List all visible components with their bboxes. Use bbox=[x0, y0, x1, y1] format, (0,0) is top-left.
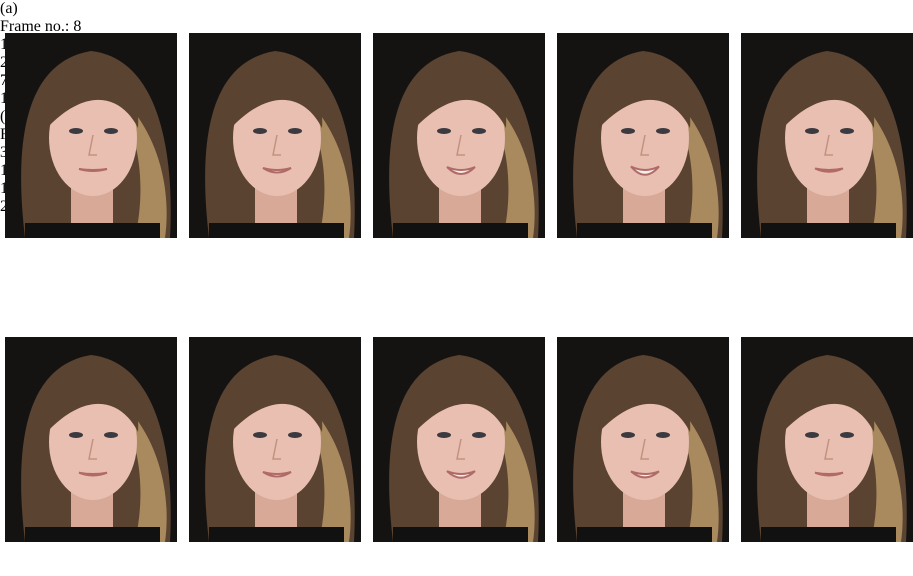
eye bbox=[472, 128, 486, 134]
eye bbox=[253, 432, 267, 438]
face-photo bbox=[373, 337, 545, 542]
face-photo bbox=[373, 33, 545, 238]
face-photo bbox=[557, 33, 729, 238]
face-photo bbox=[5, 337, 177, 542]
eye bbox=[69, 128, 83, 134]
eye bbox=[437, 128, 451, 134]
eye bbox=[288, 432, 302, 438]
face-photo bbox=[5, 33, 177, 238]
eye bbox=[805, 128, 819, 134]
mouth bbox=[79, 473, 107, 476]
face-photo bbox=[741, 337, 913, 542]
mouth bbox=[815, 473, 843, 476]
panel-label: (a) bbox=[0, 0, 913, 18]
eye bbox=[104, 128, 118, 134]
face-photo bbox=[741, 33, 913, 238]
mouth bbox=[79, 169, 107, 171]
face-photo bbox=[189, 337, 361, 542]
face-photo bbox=[557, 337, 729, 542]
eye bbox=[288, 128, 302, 134]
eye bbox=[437, 432, 451, 438]
shirt bbox=[393, 223, 528, 238]
eye bbox=[253, 128, 267, 134]
shirt bbox=[761, 527, 896, 542]
shirt bbox=[393, 527, 528, 542]
eye bbox=[104, 432, 118, 438]
shirt bbox=[25, 527, 160, 542]
eye bbox=[805, 432, 819, 438]
eye bbox=[840, 128, 854, 134]
shirt bbox=[209, 223, 344, 238]
shirt bbox=[209, 527, 344, 542]
face-photo bbox=[189, 33, 361, 238]
eye bbox=[656, 128, 670, 134]
figure: (a)Frame no.: 8172274188(b)Frame no.: 22… bbox=[0, 0, 913, 576]
shirt bbox=[25, 223, 160, 238]
eye bbox=[621, 128, 635, 134]
eye bbox=[621, 432, 635, 438]
shirt bbox=[577, 527, 712, 542]
eye bbox=[472, 432, 486, 438]
eye bbox=[656, 432, 670, 438]
shirt bbox=[577, 223, 712, 238]
eye bbox=[840, 432, 854, 438]
shirt bbox=[761, 223, 896, 238]
eye bbox=[69, 432, 83, 438]
